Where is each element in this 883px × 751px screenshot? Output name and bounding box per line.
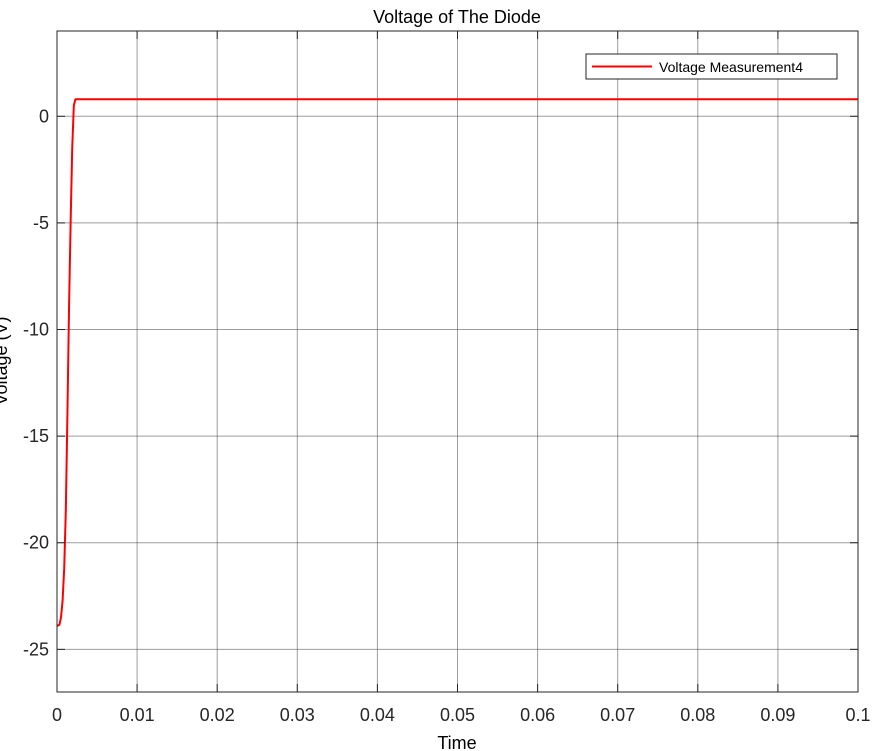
x-tick-label: 0 xyxy=(52,705,62,725)
y-tick-label: -25 xyxy=(23,639,49,659)
y-tick-label: 0 xyxy=(39,106,49,126)
y-tick-label: -15 xyxy=(23,426,49,446)
legend: Voltage Measurement4 xyxy=(585,53,838,80)
x-tick-label: 0.01 xyxy=(120,705,155,725)
legend-label: Voltage Measurement4 xyxy=(659,59,803,75)
y-axis-label: Voltage (V) xyxy=(0,316,11,405)
x-tick-label: 0.09 xyxy=(760,705,795,725)
x-tick-label: 0.05 xyxy=(440,705,475,725)
y-tick-label: -5 xyxy=(33,213,49,233)
plot-area xyxy=(57,31,858,692)
x-tick-label: 0.04 xyxy=(360,705,395,725)
x-tick-label: 0.07 xyxy=(600,705,635,725)
x-tick-label: 0.08 xyxy=(680,705,715,725)
chart-title: Voltage of The Diode xyxy=(373,7,541,27)
x-tick-label: 0.1 xyxy=(845,705,870,725)
y-tick-labels: -25 -20 -15 -10 -5 0 xyxy=(23,106,49,659)
x-tick-label: 0.03 xyxy=(280,705,315,725)
y-tick-label: -20 xyxy=(23,533,49,553)
x-tick-label: 0.02 xyxy=(200,705,235,725)
x-axis-label: Time xyxy=(437,733,476,751)
y-tick-label: -10 xyxy=(23,320,49,340)
line-layer xyxy=(56,98,858,627)
x-tick-label: 0.06 xyxy=(520,705,555,725)
ticks xyxy=(56,31,859,692)
grid xyxy=(57,31,858,692)
x-tick-labels: 0 0.01 0.02 0.03 0.04 0.05 0.06 0.07 0.08 0.09 0.1 xyxy=(52,705,871,725)
series-line xyxy=(56,98,858,627)
